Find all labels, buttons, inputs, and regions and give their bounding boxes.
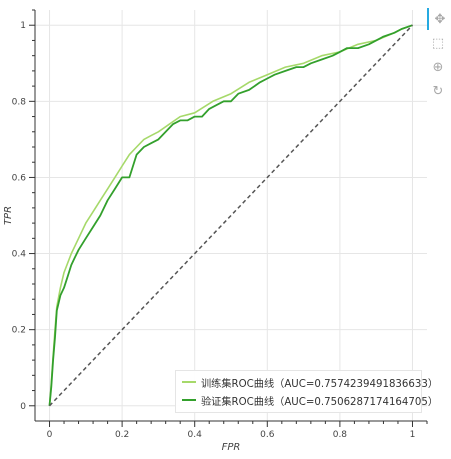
wheel-zoom-tool-icon[interactable]: ⊕ <box>432 59 444 75</box>
roc-series-0 <box>48 24 413 406</box>
chance-diagonal-line <box>48 24 414 407</box>
legend-swatch-validation <box>182 399 196 401</box>
x-tick-label: 0.8 <box>333 430 348 440</box>
x-tick-label: 0.4 <box>188 430 203 440</box>
x-tick-label: 0.6 <box>260 430 275 440</box>
y-tick-label: 0.8 <box>12 97 27 107</box>
chart-legend: 训练集ROC曲线（AUC=0.7574239491836633） 验证集ROC曲… <box>175 370 438 413</box>
y-tick-label: 0.2 <box>12 326 26 336</box>
legend-label-train: 训练集ROC曲线（AUC=0.7574239491836633） <box>201 378 439 390</box>
legend-item-train[interactable]: 训练集ROC曲线（AUC=0.7574239491836633） <box>182 373 438 391</box>
x-axis-title: FPR <box>222 442 241 453</box>
x-tick-label: 0.2 <box>115 430 129 440</box>
y-tick-label: 0.6 <box>12 173 27 183</box>
pan-tool-icon[interactable]: ✥ <box>427 8 451 30</box>
reset-tool-icon[interactable]: ↻ <box>432 83 444 99</box>
x-tick-label: 0 <box>47 430 53 440</box>
y-axis-title: TPR <box>3 206 14 225</box>
chart-toolbar: ✥ ⬚ ⊕ ↻ <box>427 8 449 104</box>
box-zoom-tool-icon[interactable]: ⬚ <box>431 35 445 51</box>
legend-item-validation[interactable]: 验证集ROC曲线（AUC=0.7506287174164705） <box>182 391 438 409</box>
x-tick-label: 1 <box>410 430 416 440</box>
legend-swatch-train <box>182 381 196 383</box>
y-tick-label: 0.4 <box>12 250 27 260</box>
y-tick-label: 1 <box>20 21 26 31</box>
y-tick-label: 0 <box>20 402 26 412</box>
roc-series-1 <box>48 24 413 406</box>
legend-label-validation: 验证集ROC曲线（AUC=0.7506287174164705） <box>201 396 439 408</box>
